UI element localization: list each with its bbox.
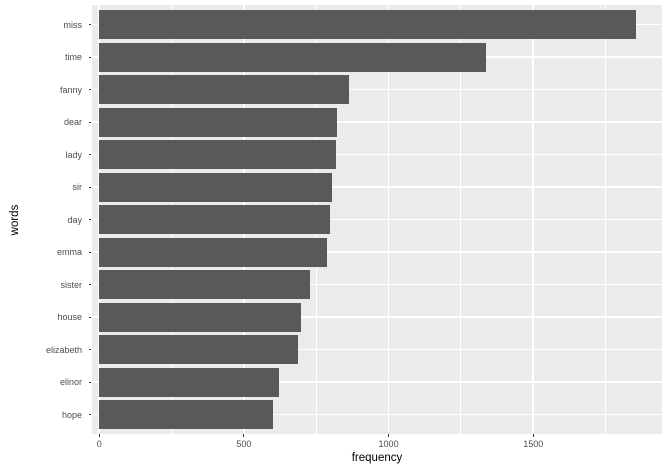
y-tick-mark — [88, 24, 91, 25]
y-axis-label-emma: emma — [56, 247, 82, 257]
bar-elinor — [99, 367, 280, 397]
y-tick-mark — [88, 284, 91, 285]
gridline-major-horizontal — [92, 88, 662, 91]
y-tick-mark — [88, 154, 91, 155]
bar-sister — [99, 270, 310, 299]
plot-panel — [92, 5, 662, 434]
gridline-major-horizontal — [92, 283, 662, 286]
bar-fanny — [99, 75, 349, 104]
y-axis-label-day: day — [67, 214, 82, 225]
y-axis-label-hope: hope — [61, 409, 82, 420]
gridline-major-horizontal — [92, 348, 662, 351]
y-axis-label-fanny: fanny — [59, 84, 82, 95]
gridline-major-horizontal — [92, 251, 662, 253]
y-tick-mark — [88, 121, 91, 123]
bar-emma — [99, 237, 327, 267]
bar-house — [99, 302, 302, 332]
y-axis-label-time: time — [64, 52, 82, 62]
y-axis-label-sir: sir — [72, 182, 83, 192]
gridline-major-horizontal — [92, 153, 662, 156]
y-tick-mark — [88, 56, 91, 58]
gridline-major-horizontal — [92, 316, 662, 318]
y-tick-mark — [88, 186, 91, 188]
y-axis-label-lady: lady — [65, 149, 82, 160]
y-axis-label-elinor: elinor — [59, 377, 82, 387]
gridline-major-horizontal — [92, 121, 662, 123]
bar-elizabeth — [99, 335, 298, 364]
x-axis-title: frequency — [351, 452, 403, 464]
y-tick-mark — [88, 219, 91, 220]
bar-dear — [99, 107, 338, 137]
x-axis-label-1500: 1500 — [523, 439, 544, 449]
y-axis-label-sister: sister — [60, 279, 82, 290]
y-tick-mark — [88, 349, 91, 350]
y-tick-mark — [88, 381, 91, 383]
y-tick-mark — [88, 251, 91, 253]
y-tick-mark — [88, 89, 91, 90]
gridline-major-horizontal — [92, 413, 662, 416]
gridline-major-horizontal — [92, 186, 662, 188]
x-tick-mark — [532, 434, 534, 437]
x-axis-label-1000: 1000 — [378, 439, 399, 449]
y-axis-label-miss: miss — [63, 19, 83, 30]
x-axis-label-0: 0 — [96, 439, 102, 449]
y-tick-mark — [88, 414, 91, 415]
bar-sir — [99, 172, 333, 202]
bar-time — [99, 42, 487, 72]
bar-miss — [99, 10, 636, 39]
bar-hope — [99, 400, 274, 429]
bar-lady — [99, 140, 336, 169]
y-axis-label-house: house — [57, 312, 82, 322]
x-tick-mark — [98, 434, 100, 437]
gridline-major-horizontal — [92, 381, 662, 383]
y-tick-mark — [88, 316, 91, 318]
x-tick-mark — [243, 434, 245, 437]
x-axis-label-500: 500 — [236, 439, 252, 449]
x-tick-mark — [388, 434, 390, 437]
y-axis-label-elizabeth: elizabeth — [45, 344, 82, 355]
y-axis-label-dear: dear — [63, 117, 82, 127]
bar-day — [99, 205, 330, 234]
gridline-major-horizontal — [92, 218, 662, 221]
y-axis-title: words — [9, 204, 21, 236]
